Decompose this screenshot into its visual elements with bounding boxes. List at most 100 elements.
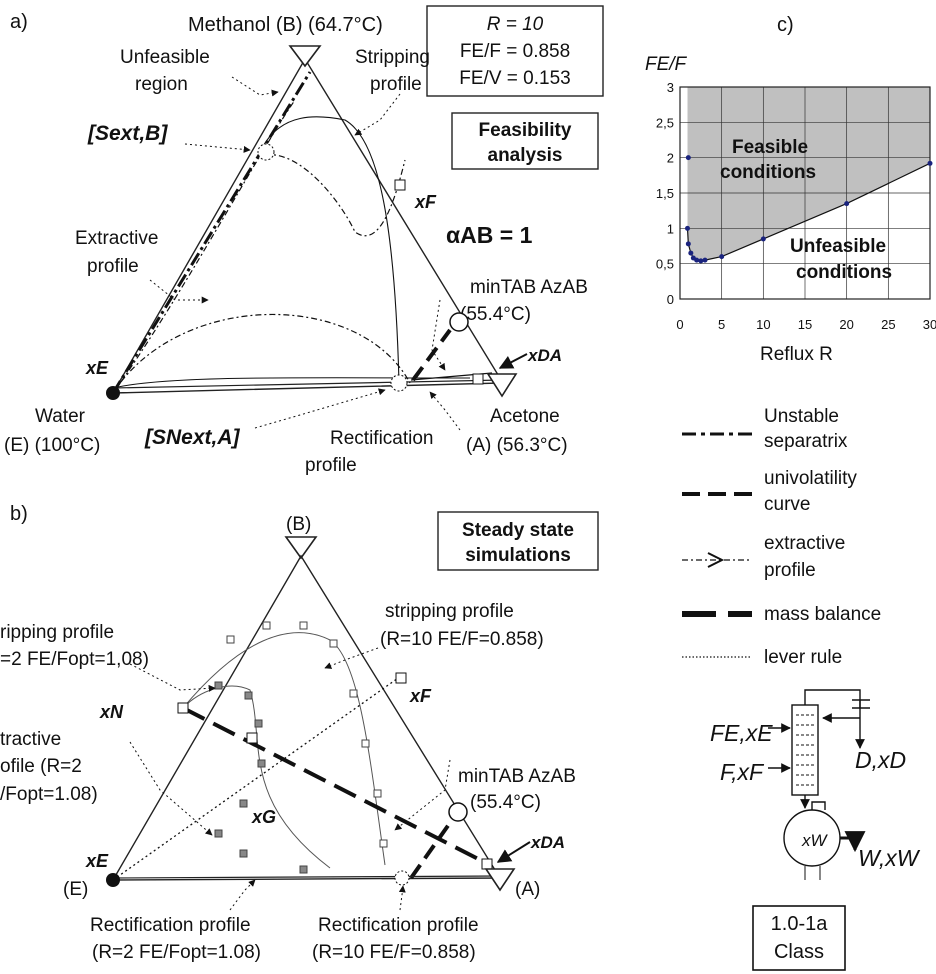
leader-extractive-b bbox=[129, 741, 213, 836]
alpha-label: αAB = 1 bbox=[446, 222, 533, 248]
data-point bbox=[702, 257, 708, 263]
xe-label-a: xE bbox=[85, 358, 109, 378]
feasibility-line2: analysis bbox=[488, 145, 563, 166]
chart-frame bbox=[679, 86, 931, 300]
azeotrope-point-b bbox=[448, 802, 468, 822]
rect-point-b bbox=[394, 870, 410, 886]
leader-az-b bbox=[394, 759, 451, 831]
extractive-profile-curve-1 bbox=[112, 99, 296, 394]
unfeasible-line2: conditions bbox=[796, 262, 892, 283]
class-box-line1: 1.0-1a bbox=[771, 913, 829, 935]
extractive-profile-curve-2 bbox=[112, 313, 411, 394]
data-point bbox=[760, 236, 766, 242]
profile-squares bbox=[214, 621, 388, 874]
x-tick-label: 10 bbox=[756, 317, 770, 332]
legend-separatrix-line1: Unstable bbox=[764, 406, 839, 427]
xda-point-b bbox=[481, 858, 493, 870]
az-line2-a: (55.4°C) bbox=[460, 304, 531, 325]
panel-c: c) FE/F 00,511,522,530 5 10 15 20 25 30 Feasib… bbox=[645, 14, 936, 365]
e-vertex-label: (E) bbox=[63, 879, 88, 900]
param-r: R = 10 bbox=[487, 14, 544, 35]
az-line2-b: (55.4°C) bbox=[470, 792, 541, 813]
legend-mass-balance: mass balance bbox=[764, 604, 881, 625]
stripping-left-line1: ripping profile bbox=[0, 622, 114, 643]
acetone-line1: Acetone bbox=[490, 406, 560, 427]
acetone-vertex-icon bbox=[486, 373, 518, 398]
extractive-profile-line1: Extractive bbox=[75, 228, 158, 249]
water-line2: (E) (100°C) bbox=[4, 435, 100, 456]
xf-point-b bbox=[395, 672, 407, 684]
data-point bbox=[844, 201, 850, 207]
b-vertex-icon bbox=[284, 536, 318, 560]
data-point bbox=[685, 241, 691, 247]
y-tick-label: 0,5 bbox=[656, 257, 674, 272]
water-line1: Water bbox=[35, 406, 86, 427]
d-label: D,xD bbox=[855, 747, 906, 773]
azeotrope-point-a bbox=[449, 312, 469, 332]
class-box bbox=[752, 905, 846, 971]
y-tick-label: 0 bbox=[667, 292, 674, 307]
leader-rectification-a bbox=[429, 391, 461, 431]
w-arrow bbox=[840, 831, 866, 853]
snext-label: [SNext,A] bbox=[144, 426, 241, 449]
legend-separatrix-line2: separatrix bbox=[764, 431, 848, 452]
stripping-curve-left bbox=[182, 685, 331, 869]
column-body bbox=[791, 704, 819, 796]
steady-box bbox=[437, 511, 599, 571]
xda-label-a: xDA bbox=[527, 346, 562, 365]
leader-xda-a bbox=[498, 353, 528, 369]
leader-unfeasible bbox=[231, 76, 279, 97]
steady-line1: Steady state bbox=[462, 520, 574, 541]
chart-ylabel: FE/F bbox=[645, 54, 688, 75]
params-box bbox=[426, 5, 604, 97]
rect-left-line2: (R=2 FE/Fopt=1.08) bbox=[92, 942, 261, 963]
param-fe-v: FE/V = 0.153 bbox=[459, 68, 570, 89]
extractive-b-line3: /Fopt=1.08) bbox=[0, 784, 98, 805]
stripping-right-line1: stripping profile bbox=[385, 601, 514, 622]
x-tick-label: 20 bbox=[839, 317, 853, 332]
snext-point bbox=[390, 374, 408, 392]
legend-lever-rule: lever rule bbox=[764, 647, 842, 668]
x-tick-label: 30 bbox=[923, 317, 936, 332]
methanol-label: Methanol (B) (64.7°C) bbox=[188, 14, 383, 36]
panel-b-label: b) bbox=[10, 503, 28, 525]
reboiler-heat bbox=[804, 866, 821, 880]
steady-line2: simulations bbox=[465, 545, 571, 566]
f-label: F,xF bbox=[720, 759, 765, 785]
a-vertex-label: (A) bbox=[515, 879, 540, 900]
ternary-triangle-a bbox=[111, 57, 505, 394]
data-point bbox=[694, 257, 700, 263]
legend-extractive-line1: extractive bbox=[764, 533, 845, 554]
a-vertex-icon bbox=[484, 868, 516, 892]
unfeasible-region-line1: Unfeasible bbox=[120, 47, 210, 68]
lever-rule-line bbox=[112, 675, 402, 881]
y-tick-label: 3 bbox=[667, 80, 674, 95]
feasible-line1: Feasible bbox=[732, 137, 808, 158]
e-vertex-point bbox=[106, 873, 120, 887]
extractive-profile-line2: profile bbox=[87, 256, 139, 277]
leader-xda-b bbox=[496, 841, 531, 863]
data-point bbox=[927, 160, 933, 166]
xw-label: xW bbox=[801, 831, 829, 850]
sext-point bbox=[257, 143, 275, 161]
acetone-line2: (A) (56.3°C) bbox=[466, 435, 568, 456]
xn-point bbox=[177, 702, 189, 714]
rectification-edge-a bbox=[112, 379, 504, 389]
xg-point bbox=[246, 732, 258, 744]
b-vertex-label: (B) bbox=[286, 514, 311, 535]
panel-c-label: c) bbox=[777, 14, 794, 36]
methanol-vertex-icon bbox=[288, 45, 322, 68]
boilup-line bbox=[811, 801, 826, 810]
w-label: W,xW bbox=[858, 845, 921, 871]
y-tick-label: 1 bbox=[667, 221, 674, 236]
rectification-line2-a: profile bbox=[305, 455, 357, 476]
feasibility-line1: Feasibility bbox=[479, 120, 572, 141]
feasible-region bbox=[687, 87, 930, 261]
leader-az-a bbox=[431, 299, 446, 371]
rect-right-line2: (R=10 FE/F=0.858) bbox=[312, 942, 476, 963]
condenser-icon bbox=[852, 699, 870, 709]
rect-left-line1: Rectification profile bbox=[90, 915, 251, 936]
stripping-curve-right bbox=[182, 632, 386, 866]
x-tick-label: 15 bbox=[798, 317, 812, 332]
leader-stripping bbox=[354, 93, 401, 136]
